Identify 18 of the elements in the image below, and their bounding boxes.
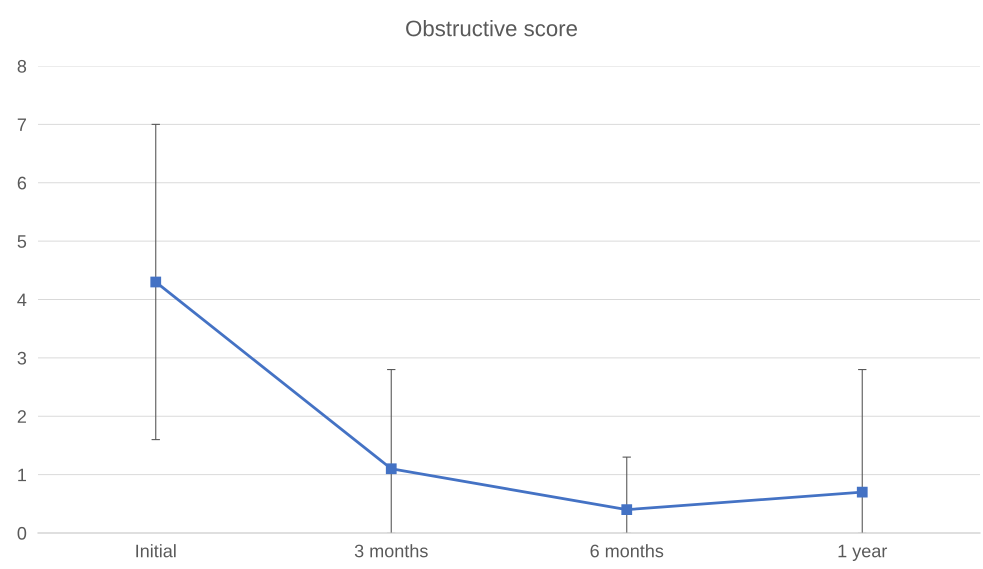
y-tick-label: 4 — [17, 294, 26, 306]
y-tick-label: 0 — [18, 526, 26, 540]
x-tick-label: Initial — [136, 544, 176, 558]
x-tick-label: 1 year — [838, 544, 888, 561]
point — [386, 463, 397, 474]
point — [856, 486, 868, 498]
x-tick-label: 6 months — [590, 544, 664, 558]
point — [621, 504, 632, 516]
y-tick-label: 1 — [18, 468, 26, 482]
chart-title: Obstructive score — [406, 20, 577, 36]
y-tick-label: 6 — [18, 176, 26, 190]
x-tick-label: 3 months — [354, 544, 428, 558]
y-tick-label: 3 — [18, 352, 26, 365]
y-tick-label: 2 — [18, 410, 26, 423]
y-tick-label: 5 — [18, 235, 26, 248]
y-tick-label: 8 — [18, 60, 26, 73]
y-tick-label: 7 — [18, 118, 26, 131]
point — [150, 276, 162, 288]
